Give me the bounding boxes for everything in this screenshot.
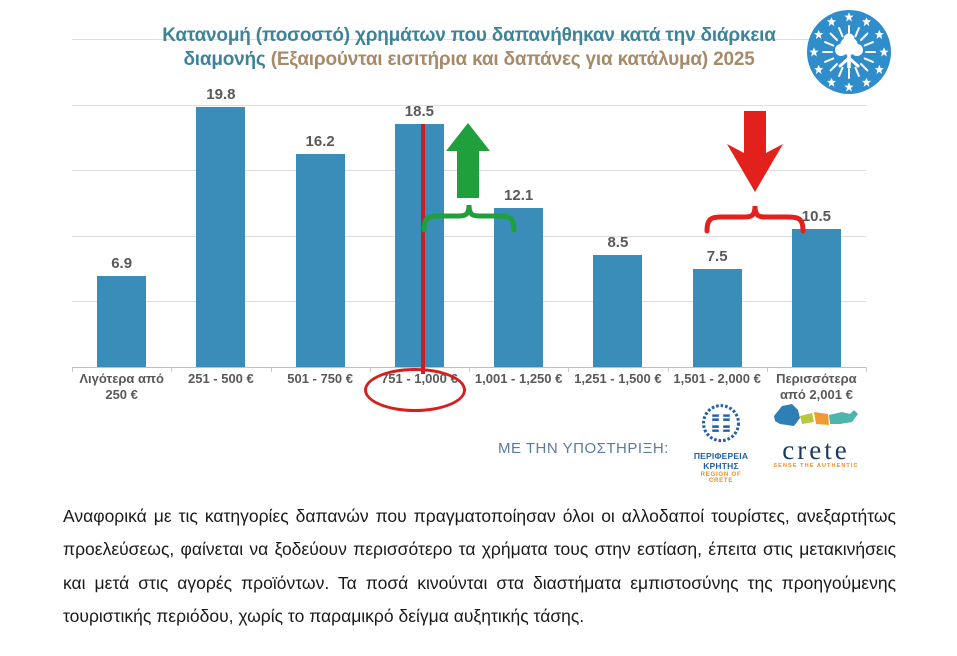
x-axis-label: 1,251 - 1,500 €: [574, 371, 662, 386]
axis-tick: [766, 367, 768, 372]
region-of-crete-title: ΠΕΡΙΦΕΡΕΙΑ ΚΡΗΤΗΣ: [693, 451, 749, 471]
x-axis-label: 251 - 500 €: [187, 371, 254, 386]
x-axis-label: Λιγότερα από 250 €: [79, 371, 164, 402]
up-arrow-icon: [446, 123, 490, 198]
chart-title-line2-teal: διαμονής: [183, 49, 266, 70]
down-arrow-icon: [727, 111, 783, 192]
bar-value-label: 12.1: [504, 187, 534, 205]
body-paragraph: Αναφορικά με τις κατηγορίες δαπανών που …: [63, 505, 896, 627]
axis-tick: [469, 367, 470, 372]
bar-5: [494, 208, 544, 367]
axis-tick: [72, 367, 73, 372]
bar-3: [295, 154, 345, 367]
chart-title: Κατανομή (ποσοστό) χρημάτων που δαπανήθη…: [72, 24, 866, 72]
bar-value-label: 7.5: [706, 247, 728, 265]
bar-1: [97, 276, 147, 367]
gridline: [72, 301, 866, 303]
x-axis-label: 1,501 - 2,000 €: [673, 371, 761, 386]
chart-title-line1: Κατανομή (ποσοστό) χρημάτων που δαπανήθη…: [162, 25, 776, 46]
highlight-vertical-line: [421, 124, 425, 374]
crete-brand-logo: crete SENSE THE AUTHENTIC: [770, 402, 862, 469]
bar-7: [692, 268, 742, 367]
bar-2: [196, 107, 246, 367]
axis-tick: [270, 367, 272, 372]
axis-tick: [171, 367, 173, 372]
axis-tick: [866, 367, 867, 372]
up-brace: [421, 204, 517, 233]
down-brace: [704, 205, 806, 234]
bar-value-label: 10.5: [801, 208, 831, 226]
bar-value-label: 16.2: [305, 133, 335, 151]
axis-tick: [667, 367, 669, 372]
region-of-crete-emblem-icon: [701, 404, 741, 443]
gridline: [72, 235, 866, 237]
axis-tick: [568, 367, 570, 372]
bar-4: [394, 124, 444, 367]
crete-island-icon: [774, 404, 858, 426]
bar-6: [593, 255, 643, 367]
gridline: [72, 104, 866, 106]
x-axis-label: 501 - 750 €: [287, 371, 354, 386]
crete-brand-name: crete: [782, 435, 850, 465]
support-label: ΜΕ ΤΗΝ ΥΠΟΣΤΗΡΙΞΗ:: [498, 440, 669, 457]
region-of-crete-subtitle: REGION OF CRETE: [700, 472, 742, 484]
crete-brand-tagline: SENSE THE AUTHENTIC: [773, 463, 859, 469]
x-axis-label: Περισσότερα από 2,001 €: [776, 371, 857, 402]
bar-value-label: 19.8: [206, 86, 236, 104]
bar-chart-plot: 6.9 Λιγότερα από 250 € 19.8 251 - 500 € 16.2…: [72, 39, 867, 402]
region-of-crete-logo: ΠΕΡΙΦΕΡΕΙΑ ΚΡΗΤΗΣ REGION OF CRETE: [688, 403, 754, 484]
bar-8: [791, 229, 841, 367]
bar-value-label: 6.9: [111, 255, 133, 273]
bar-value-label: 8.5: [607, 234, 629, 252]
highlight-ellipse: [364, 368, 466, 412]
x-axis-label: 1,001 - 1,250 €: [474, 371, 563, 386]
tree-of-life-logo-icon: [807, 10, 891, 94]
axis-tick: [369, 367, 371, 372]
gridline: [72, 39, 866, 40]
chart-title-line2-brown: (Εξαιρούνται εισιτήρια και δαπάνες για κ…: [270, 49, 755, 70]
bar-value-label: 18.5: [404, 103, 434, 121]
